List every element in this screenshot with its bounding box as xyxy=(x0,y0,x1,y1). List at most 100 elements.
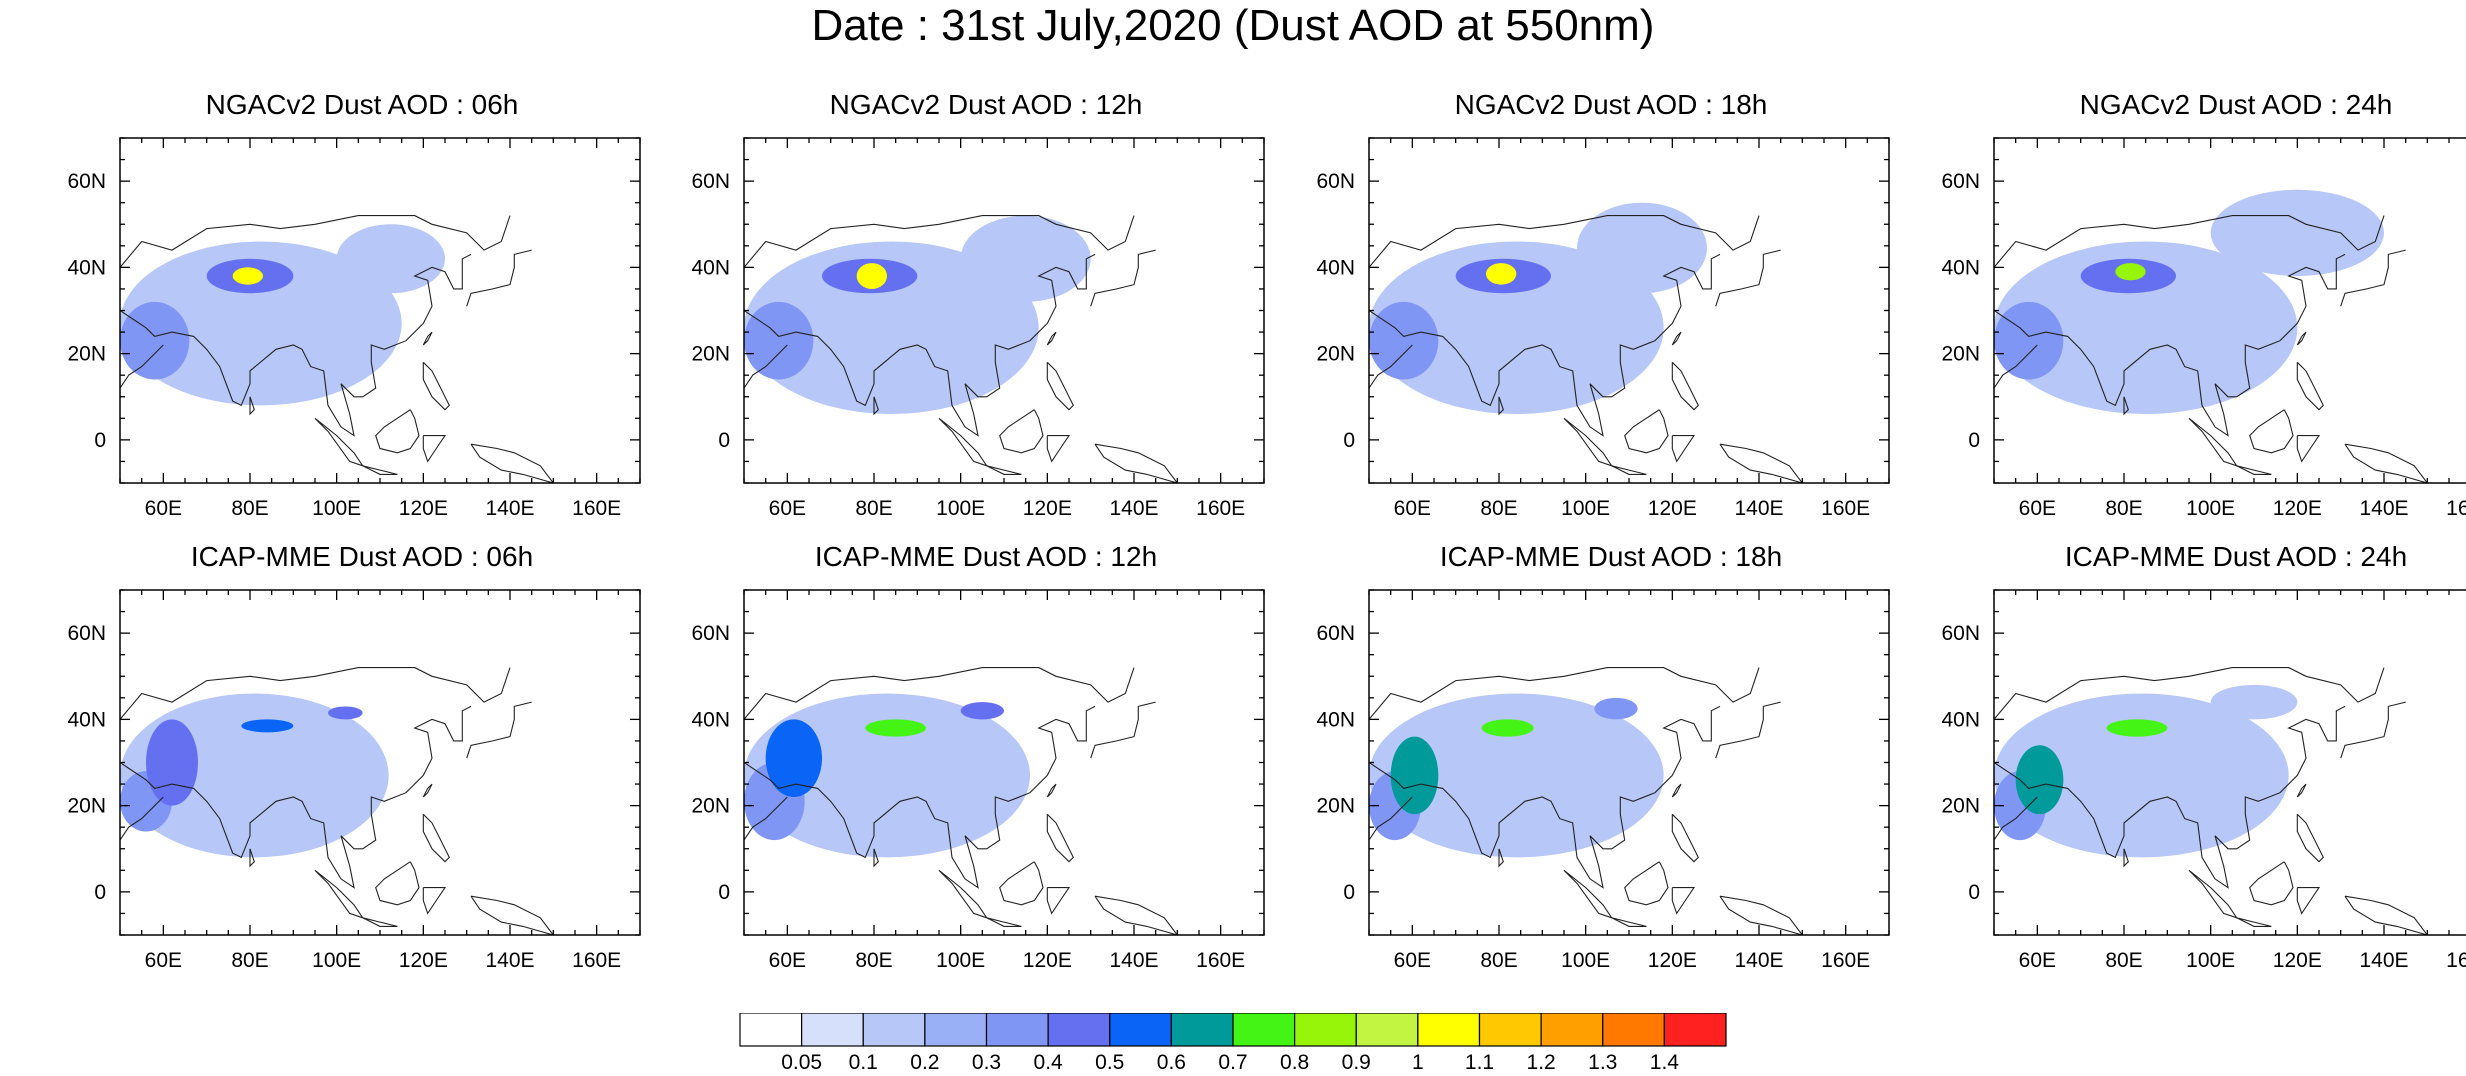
lon-tick-label: 80E xyxy=(2105,497,2142,520)
lon-tick-label: 60E xyxy=(1394,949,1431,972)
coastline xyxy=(1671,887,1696,915)
aod-region-taklimakan xyxy=(241,719,294,733)
lon-tick-label: 140E xyxy=(1734,949,1783,972)
aod-region-iran xyxy=(2015,745,2064,815)
lat-tick-label: 0 xyxy=(1343,881,1355,904)
lat-tick-label: 20N xyxy=(1941,343,1980,366)
coastlines xyxy=(1369,215,1803,483)
lon-tick-label: 140E xyxy=(2359,949,2408,972)
aod-region-taklimakan xyxy=(1481,719,1534,737)
aod-field xyxy=(1994,189,2384,414)
lon-tick-label: 80E xyxy=(855,497,892,520)
coastline xyxy=(1046,783,1057,798)
lat-tick-label: 20N xyxy=(1316,795,1355,818)
map-panel: ICAP-MME Dust AOD : 24h 60E 80E 100E 120E 140… xyxy=(1936,540,2466,980)
panel-title: ICAP-MME Dust AOD : 18h xyxy=(1439,541,1783,572)
coastline xyxy=(1369,796,1413,841)
coastline xyxy=(986,917,1022,927)
aod-region-taklimakan xyxy=(865,719,926,737)
coastline xyxy=(1090,701,1156,759)
lon-tick-label: 100E xyxy=(936,949,985,972)
lon-tick-label: 140E xyxy=(485,949,534,972)
coastline xyxy=(1994,796,2038,841)
panel-title: NGACv2 Dust AOD : 06h xyxy=(205,89,519,120)
coastline xyxy=(470,895,554,935)
lat-tick-label: 0 xyxy=(1968,429,1980,452)
coastline xyxy=(249,396,255,416)
map-plot: 60E 80E 100E 120E 140E 160E 0 20N 40N 60N xyxy=(691,137,1265,520)
coastline xyxy=(314,417,365,467)
map-panel: ICAP-MME Dust AOD : 12h 60E 80E 100E 120E 140… xyxy=(686,540,1286,980)
lat-tick-label: 0 xyxy=(718,429,730,452)
coastline xyxy=(1498,396,1504,416)
lat-tick-label: 60N xyxy=(1316,170,1355,193)
aod-region-band xyxy=(1369,693,1664,858)
aod-region-peak xyxy=(2115,263,2146,281)
coastline xyxy=(1624,409,1669,454)
colorbar-label: 0.5 xyxy=(1095,1051,1124,1071)
lat-tick-label: 20N xyxy=(691,343,730,366)
aod-region-gobi xyxy=(2210,684,2298,720)
aod-region-arabia xyxy=(1994,301,2064,380)
coastline xyxy=(744,796,788,841)
lat-tick-label: 0 xyxy=(718,881,730,904)
lon-tick-label: 60E xyxy=(2019,949,2056,972)
coastline xyxy=(422,331,433,346)
lon-tick-label: 60E xyxy=(1394,497,1431,520)
coastline xyxy=(1369,253,1721,437)
lat-tick-label: 20N xyxy=(1316,343,1355,366)
lon-tick-label: 60E xyxy=(769,949,806,972)
lon-tick-label: 80E xyxy=(231,497,268,520)
coastline xyxy=(873,396,879,416)
coastline xyxy=(249,848,255,868)
colorbar-swatch xyxy=(1355,1012,1419,1047)
ticks xyxy=(1993,137,2450,484)
lat-tick-label: 40N xyxy=(67,256,106,279)
colorbar: 0.05 0.1 0.2 0.3 0.4 0.5 0.6 0.7 0.8 0.9 1 1.1 1.2 1.… xyxy=(738,1012,1728,1074)
map-panel: NGACv2 Dust AOD : 24h 60E 80E 100E 120E 140E 1… xyxy=(1936,88,2466,528)
coastline xyxy=(2340,249,2406,307)
aod-region-peak xyxy=(1486,263,1517,285)
coastline xyxy=(2296,887,2321,915)
coastline xyxy=(744,705,1096,889)
colorbar-label: 1.4 xyxy=(1650,1051,1680,1071)
coastline xyxy=(2296,813,2324,863)
colorbar-label: 1.3 xyxy=(1588,1051,1617,1071)
lat-tick-label: 0 xyxy=(94,881,106,904)
lon-tick-label: 100E xyxy=(2186,949,2235,972)
aod-region-band xyxy=(1369,241,1664,414)
coastline xyxy=(120,215,511,268)
colorbar-label: 0.7 xyxy=(1218,1051,1247,1071)
colorbar-label: 0.4 xyxy=(1034,1051,1064,1071)
coastline xyxy=(2344,443,2428,483)
lat-tick-label: 60N xyxy=(67,622,106,645)
coastline xyxy=(1994,215,2385,268)
coastline xyxy=(422,783,433,798)
colorbar-swatch xyxy=(1602,1012,1665,1047)
coastline xyxy=(1994,344,2038,389)
colorbar-label: 0.1 xyxy=(849,1051,878,1071)
coastline xyxy=(120,705,472,889)
coastline xyxy=(986,465,1022,475)
coastline xyxy=(938,869,989,919)
lat-tick-label: 40N xyxy=(691,256,730,279)
colorbar-swatch xyxy=(801,1012,864,1047)
coastline xyxy=(1090,249,1156,307)
coastline xyxy=(1498,848,1504,868)
coastline xyxy=(1046,361,1074,411)
lon-tick-label: 80E xyxy=(1480,497,1517,520)
lat-tick-label: 0 xyxy=(1343,429,1355,452)
lat-tick-label: 40N xyxy=(1316,256,1355,279)
lon-tick-label: 60E xyxy=(769,497,806,520)
coastlines xyxy=(1369,667,1803,935)
lat-tick-label: 60N xyxy=(691,622,730,645)
aod-region-east-asia xyxy=(1577,202,1707,294)
map-panel: NGACv2 Dust AOD : 06h 60E 80E 100E 120E 140E 1… xyxy=(62,88,662,528)
colorbar-swatch xyxy=(862,1012,926,1047)
coastline xyxy=(1369,215,1760,268)
coastline xyxy=(2344,895,2428,935)
lon-tick-label: 120E xyxy=(2273,497,2322,520)
aod-region-iran xyxy=(146,719,198,806)
lon-tick-label: 140E xyxy=(1109,949,1158,972)
coastline xyxy=(2249,409,2294,454)
